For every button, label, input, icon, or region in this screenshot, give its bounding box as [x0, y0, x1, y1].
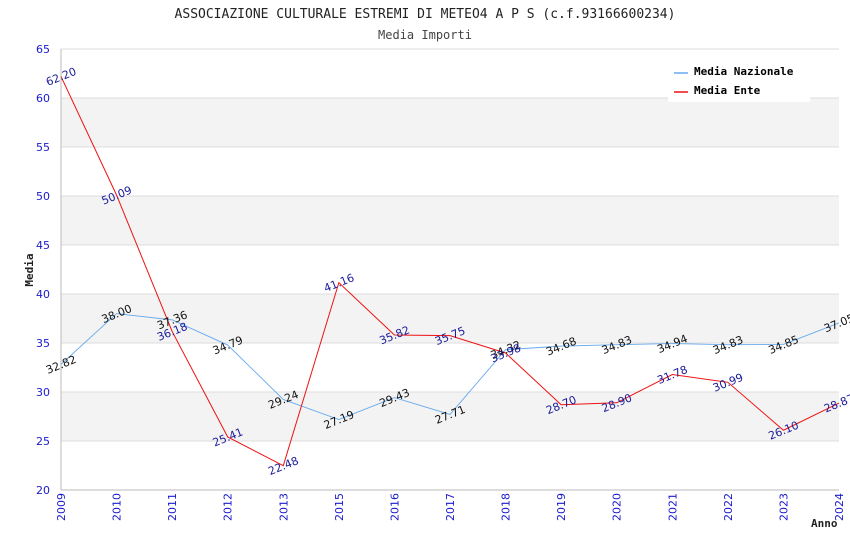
y-tick-label: 45 — [36, 239, 50, 252]
chart-subtitle: Media Importi — [378, 28, 472, 42]
grid-band — [61, 392, 839, 441]
y-axis-ticks: 20 25 30 35 40 45 50 55 60 65 — [36, 43, 50, 497]
y-axis-label: Media — [23, 253, 36, 286]
x-tick-label: 2009 — [55, 493, 68, 521]
x-axis-ticks: 2009 2010 2011 2012 2013 2015 2016 2017 2018 2019… — [55, 493, 846, 521]
data-label: 31.78 — [655, 363, 689, 387]
x-tick-label: 2011 — [166, 493, 179, 521]
x-tick-label: 2016 — [388, 493, 401, 521]
x-axis-label: Anno — [811, 517, 838, 530]
x-tick-label: 2013 — [277, 493, 290, 521]
series-line-nazionale — [60, 313, 840, 421]
data-label: 30.99 — [711, 371, 745, 395]
grid-band — [61, 196, 839, 245]
y-tick-label: 35 — [36, 337, 50, 350]
x-tick-label: 2015 — [333, 493, 346, 521]
x-tick-label: 2023 — [777, 493, 790, 521]
x-tick-label: 2021 — [666, 493, 679, 521]
grid-band — [61, 294, 839, 343]
x-tick-label: 2012 — [222, 493, 235, 521]
x-tick-label: 2024 — [833, 493, 846, 521]
legend-label-ente: Media Ente — [694, 84, 761, 97]
y-tick-label: 20 — [36, 484, 50, 497]
y-tick-label: 25 — [36, 435, 50, 448]
y-tick-label: 50 — [36, 190, 50, 203]
series-line-ente — [60, 76, 840, 467]
axes — [60, 49, 839, 491]
grid-band — [61, 98, 839, 147]
y-tick-label: 65 — [36, 43, 50, 56]
chart-title: ASSOCIAZIONE CULTURALE ESTREMI DI METEO4… — [175, 7, 676, 22]
y-tick-label: 60 — [36, 92, 50, 105]
data-label: 41.16 — [322, 271, 356, 295]
x-tick-label: 2020 — [611, 493, 624, 521]
x-tick-label: 2010 — [111, 493, 124, 521]
legend-label-nazionale: Media Nazionale — [694, 65, 794, 78]
legend-box — [668, 58, 810, 102]
series-lines — [60, 76, 840, 467]
y-tick-label: 40 — [36, 288, 50, 301]
x-tick-label: 2019 — [555, 493, 568, 521]
y-tick-label: 55 — [36, 141, 50, 154]
x-tick-label: 2018 — [500, 493, 513, 521]
y-tick-label: 30 — [36, 386, 50, 399]
grid-bands — [61, 98, 839, 441]
x-tick-label: 2017 — [444, 493, 457, 521]
data-label: 22.48 — [266, 454, 300, 478]
x-tick-label: 2022 — [722, 493, 735, 521]
legend: Media Nazionale Media Ente — [668, 58, 810, 102]
